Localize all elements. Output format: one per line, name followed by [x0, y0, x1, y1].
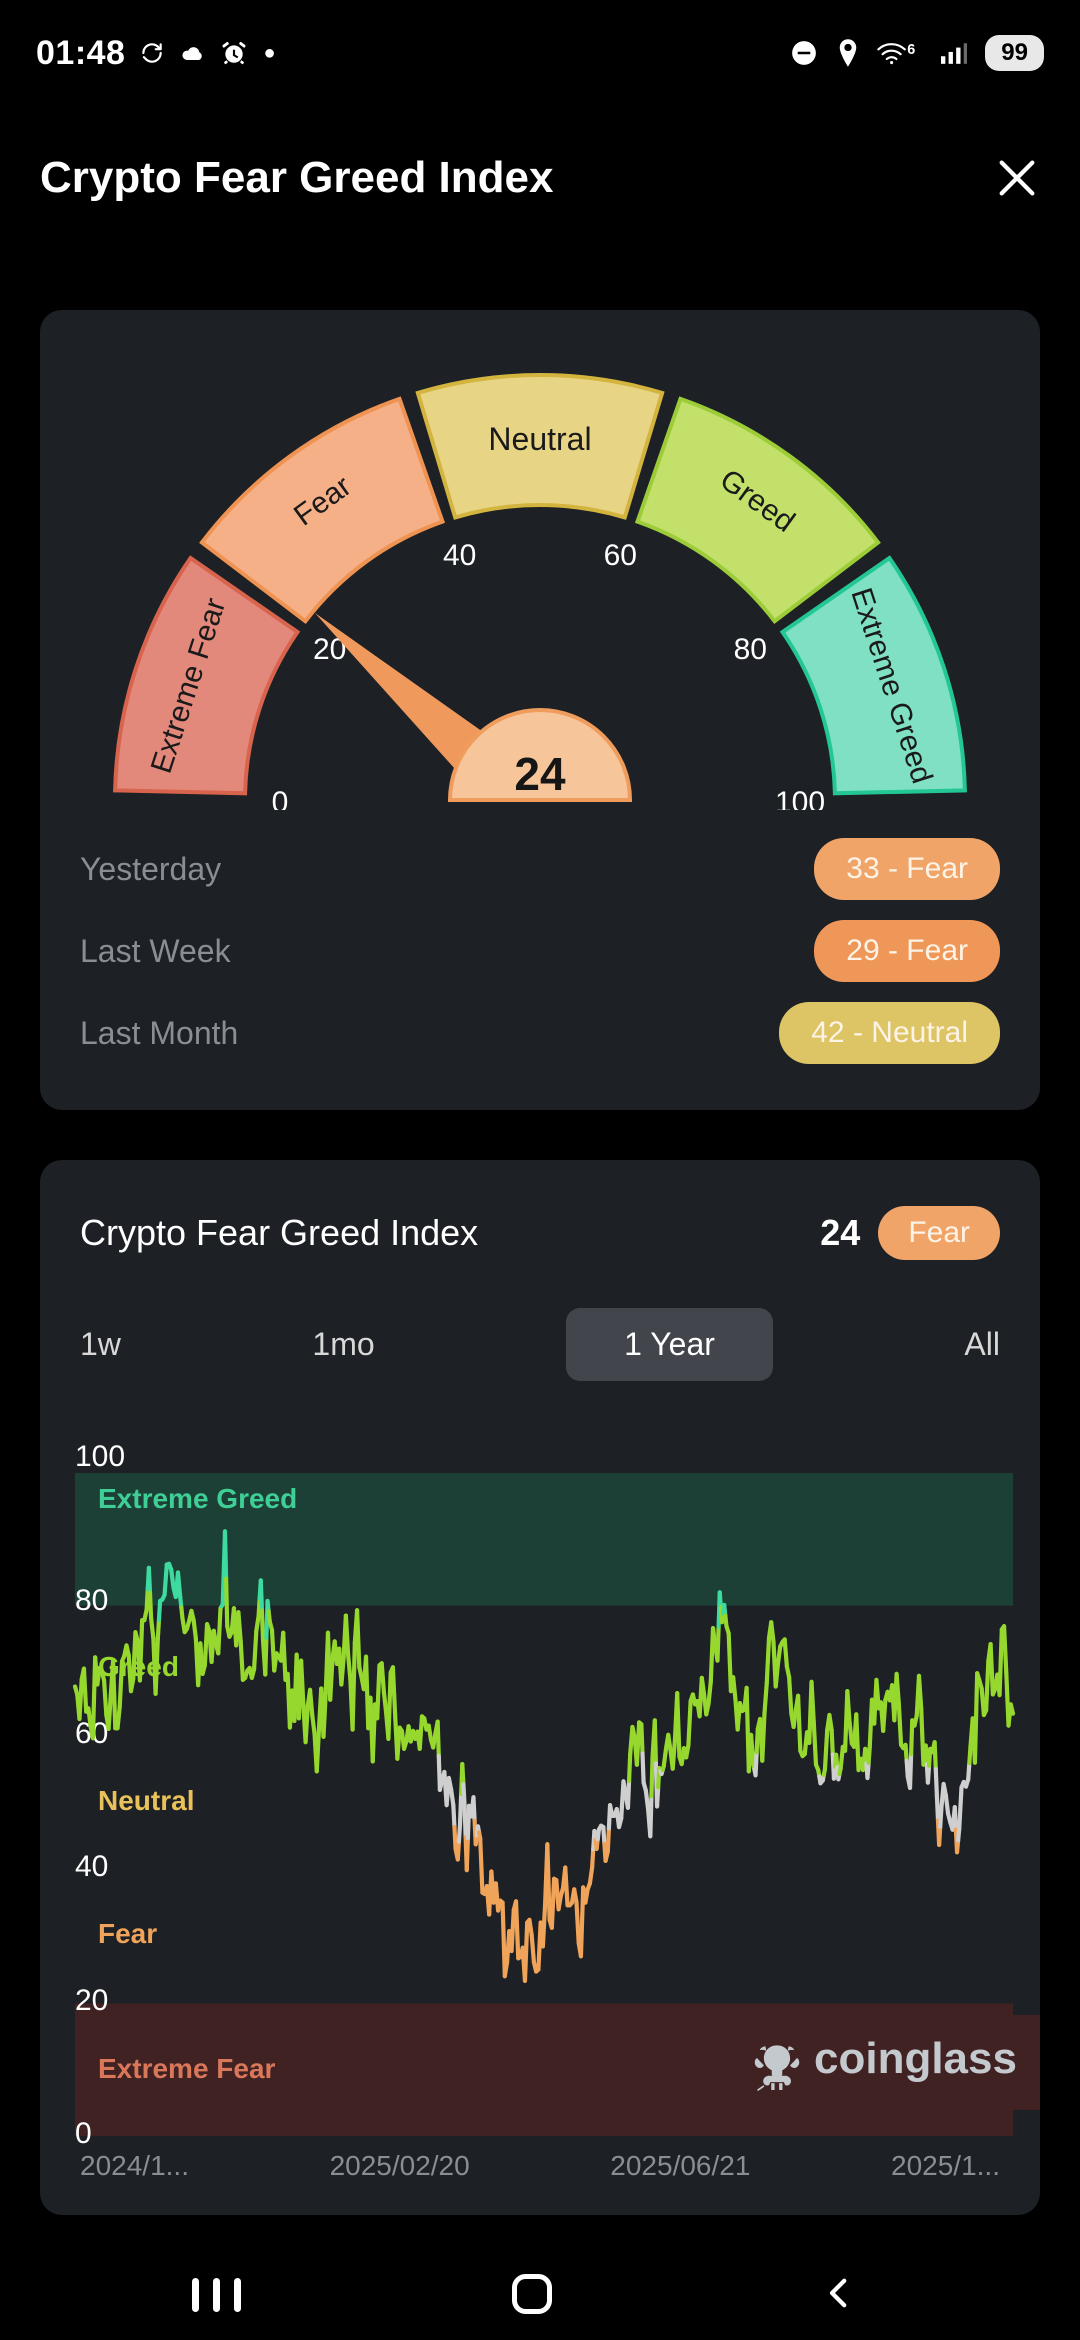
svg-text:80: 80 [734, 633, 767, 666]
svg-text:0: 0 [75, 2117, 92, 2150]
svg-text:100: 100 [75, 1440, 125, 1473]
svg-text:6: 6 [907, 42, 915, 58]
svg-text:coinglass: coinglass [814, 2034, 1017, 2083]
svg-text:Extreme Greed: Extreme Greed [98, 1483, 297, 1514]
svg-text:40: 40 [443, 539, 476, 572]
svg-text:Neutral: Neutral [98, 1785, 194, 1816]
svg-text:Extreme Fear: Extreme Fear [98, 2053, 276, 2084]
svg-text:80: 80 [75, 1584, 108, 1617]
svg-text:Neutral: Neutral [488, 421, 591, 457]
svg-text:Fear: Fear [98, 1918, 157, 1949]
svg-text:20: 20 [75, 1984, 108, 2017]
svg-text:60: 60 [604, 539, 637, 572]
svg-text:40: 40 [75, 1850, 108, 1883]
svg-text:0: 0 [272, 786, 289, 810]
svg-text:100: 100 [775, 786, 825, 810]
svg-text:24: 24 [514, 748, 566, 800]
